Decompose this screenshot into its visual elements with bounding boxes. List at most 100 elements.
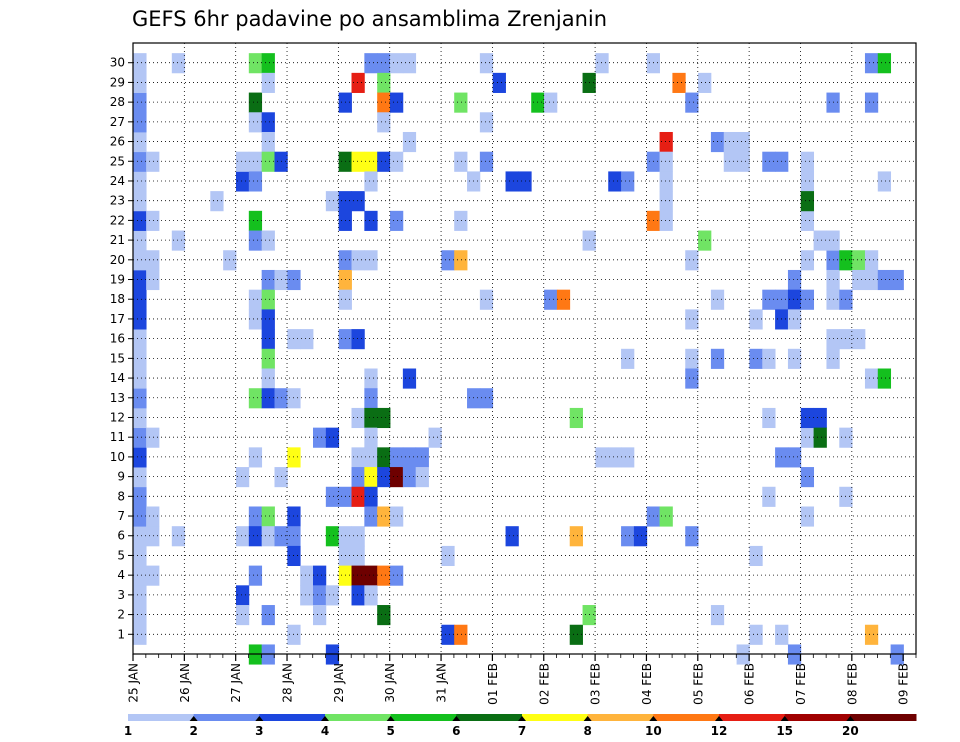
- heatmap-cell: [839, 250, 853, 271]
- heatmap-cell: [146, 565, 160, 586]
- heatmap-cell: [133, 151, 147, 172]
- heatmap-cell: [723, 131, 737, 153]
- heatmap-cell: [454, 151, 468, 172]
- heatmap-cell: [569, 624, 583, 645]
- heatmap-cell: [685, 250, 699, 271]
- heatmap-cell: [210, 191, 224, 212]
- colorbar-tick: [321, 716, 329, 721]
- heatmap-cell: [826, 92, 840, 113]
- y-tick-label: 23: [110, 194, 125, 208]
- heatmap-cell: [261, 269, 275, 291]
- heatmap-cell: [351, 545, 365, 567]
- heatmap-cell: [351, 151, 365, 172]
- heatmap-cells: [133, 53, 904, 665]
- heatmap-cell: [621, 447, 635, 468]
- heatmap-cell: [287, 506, 301, 527]
- heatmap-cell: [800, 191, 815, 212]
- x-tick-label: 26 JAN: [178, 663, 192, 703]
- heatmap-cell: [235, 171, 250, 192]
- heatmap-cell: [839, 289, 853, 310]
- y-tick-label: 3: [117, 588, 125, 602]
- y-tick-label: 2: [117, 608, 125, 622]
- x-tick-label: 07 FEB: [794, 663, 808, 705]
- chart-title: GEFS 6hr padavine po ansamblima Zrenjani…: [132, 7, 607, 31]
- heatmap-cell: [454, 250, 468, 271]
- heatmap-cell: [133, 368, 147, 389]
- heatmap-cell: [877, 53, 892, 74]
- heatmap-cell: [248, 112, 263, 133]
- heatmap-cell: [556, 289, 571, 310]
- colorbar-swatch: [522, 714, 589, 721]
- heatmap-cell: [261, 348, 275, 369]
- heatmap-cell: [377, 112, 391, 133]
- heatmap-cell: [479, 388, 494, 409]
- colorbar-label: 4: [321, 724, 329, 738]
- heatmap-cell: [800, 250, 815, 271]
- heatmap-cell: [235, 526, 250, 547]
- heatmap-cell: [351, 467, 365, 488]
- heatmap-cell: [595, 447, 609, 468]
- colorbar-tick: [649, 716, 658, 721]
- heatmap-cell: [441, 250, 455, 271]
- heatmap-cell: [852, 250, 866, 271]
- heatmap-cell: [133, 171, 147, 192]
- heatmap-cell: [133, 605, 147, 626]
- heatmap-cell: [621, 348, 635, 369]
- heatmap-cell: [338, 289, 352, 310]
- heatmap-cell: [544, 289, 558, 310]
- y-tick-label: 1: [117, 627, 125, 641]
- heatmap-cell: [146, 427, 160, 448]
- heatmap-cell: [877, 269, 892, 291]
- heatmap-cell: [621, 171, 635, 192]
- y-tick-label: 19: [110, 273, 125, 287]
- heatmap-cell: [390, 151, 404, 172]
- heatmap-cell: [685, 348, 699, 369]
- heatmap-cell: [736, 151, 750, 172]
- heatmap-cell: [749, 309, 763, 330]
- heatmap-cell: [351, 329, 365, 350]
- heatmap-cell: [710, 605, 725, 626]
- heatmap-cell: [749, 348, 763, 369]
- heatmap-cell: [800, 210, 815, 231]
- heatmap-cell: [608, 171, 622, 192]
- heatmap-cell: [274, 467, 288, 488]
- heatmap-cell: [364, 585, 378, 606]
- heatmap-cell: [146, 210, 160, 231]
- heatmap-cell: [710, 348, 725, 369]
- heatmap-cell: [698, 230, 712, 251]
- heatmap-cell: [390, 53, 404, 74]
- heatmap-cell: [338, 269, 352, 291]
- y-tick-label: 25: [110, 154, 125, 168]
- heatmap-cell: [325, 427, 340, 448]
- heatmap-cell: [659, 171, 673, 192]
- y-tick-label: 30: [110, 56, 125, 70]
- y-tick-label: 11: [110, 430, 125, 444]
- heatmap-cell: [800, 151, 815, 172]
- heatmap-cell: [800, 427, 815, 448]
- heatmap-cell: [595, 53, 609, 74]
- heatmap-cell: [582, 72, 596, 93]
- heatmap-cell: [685, 92, 699, 113]
- y-tick-label: 20: [110, 253, 125, 267]
- heatmap-cell: [133, 269, 147, 291]
- colorbar-tick: [189, 716, 198, 721]
- heatmap-cell: [261, 151, 275, 172]
- heatmap-cell: [261, 506, 275, 527]
- heatmap-cell: [518, 171, 532, 192]
- heatmap-cell: [646, 506, 660, 527]
- heatmap-cell: [248, 388, 263, 409]
- heatmap-cell: [146, 269, 160, 291]
- heatmap-cell: [659, 131, 673, 153]
- heatmap-cell: [441, 545, 455, 567]
- heatmap-cell: [133, 329, 147, 350]
- colorbar-swatch: [128, 714, 195, 721]
- heatmap-cell: [338, 250, 352, 271]
- heatmap-cell: [800, 171, 815, 192]
- y-axis: 1234567891011121314151617181920212223242…: [110, 56, 133, 641]
- heatmap-cell: [839, 486, 853, 507]
- heatmap-cell: [826, 230, 840, 251]
- x-tick-label: 01 FEB: [486, 663, 500, 705]
- heatmap-cell: [415, 467, 429, 488]
- colorbar-label: 5: [386, 724, 394, 738]
- heatmap-cell: [813, 427, 827, 448]
